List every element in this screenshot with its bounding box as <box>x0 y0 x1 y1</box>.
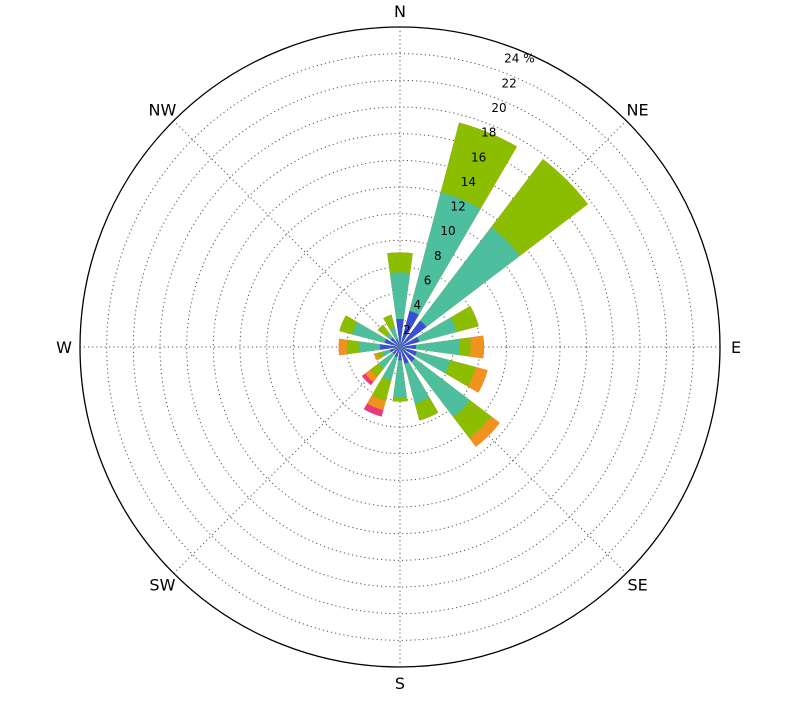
bar-series0-dir15 <box>395 339 400 347</box>
bar-series0-dir4 <box>400 344 416 350</box>
direction-label-sw: SW <box>149 576 175 595</box>
grid-ring-16 <box>186 133 614 561</box>
radial-tick-24: 24 % <box>504 52 535 66</box>
grid-spoke-se <box>399 346 627 574</box>
radial-tick-8: 8 <box>434 249 442 263</box>
bar-series0-dir13 <box>384 338 400 347</box>
direction-label-s: S <box>395 674 405 693</box>
radial-tick-18: 18 <box>481 126 496 140</box>
bar-series0-dir8 <box>398 347 402 361</box>
direction-label-w: W <box>56 338 72 357</box>
grid-ring-14 <box>212 159 588 535</box>
grid-spoke-nw <box>173 120 401 348</box>
bar-series0-dir6 <box>400 347 415 362</box>
bar-series0-dir10 <box>392 347 400 355</box>
grid-ring-22 <box>106 53 694 641</box>
radial-tick-10: 10 <box>440 224 455 238</box>
bar-series1-dir8 <box>393 347 407 398</box>
bar-series0-dir0 <box>396 319 404 347</box>
radial-tick-2: 2 <box>403 323 411 337</box>
grid-spoke-sw <box>173 346 401 574</box>
bar-series0-dir11 <box>389 347 400 353</box>
bar-series0-dir12 <box>379 344 400 350</box>
direction-label-e: E <box>731 338 741 357</box>
radial-tick-22: 22 <box>502 76 517 90</box>
bar-series0-dir5 <box>400 347 417 356</box>
grid-ring-20 <box>132 79 668 615</box>
bar-series1-dir6 <box>400 347 471 418</box>
radial-tick-20: 20 <box>491 101 506 115</box>
bar-series0-dir1 <box>400 310 419 347</box>
bar-series1-dir12 <box>358 341 400 353</box>
radial-tick-14: 14 <box>461 175 476 189</box>
radial-tick-6: 6 <box>424 274 432 288</box>
grid-ring-8 <box>292 239 508 455</box>
bar-series0-dir7 <box>400 347 409 364</box>
bars-layer <box>338 122 588 447</box>
direction-label-nw: NW <box>149 100 177 119</box>
direction-label-n: N <box>394 2 406 21</box>
radial-tick-4: 4 <box>413 298 421 312</box>
bar-series1-dir0 <box>389 272 411 347</box>
direction-labels: N NE E SE S SW W NW <box>56 2 741 693</box>
bar-series1-dir4 <box>400 338 460 356</box>
outer-circle <box>79 26 721 668</box>
bar-series1-dir1 <box>400 192 481 347</box>
bar-series0-dir3 <box>400 336 420 347</box>
direction-label-se: SE <box>627 576 647 595</box>
bar-series0-dir2 <box>400 320 427 347</box>
bar-series1-dir2 <box>400 227 520 347</box>
radial-tick-12: 12 <box>451 200 466 214</box>
radial-tick-16: 16 <box>471 150 486 164</box>
bar-series0-dir9 <box>394 347 400 358</box>
direction-label-ne: NE <box>627 100 649 119</box>
bar-series0-dir14 <box>390 337 400 347</box>
